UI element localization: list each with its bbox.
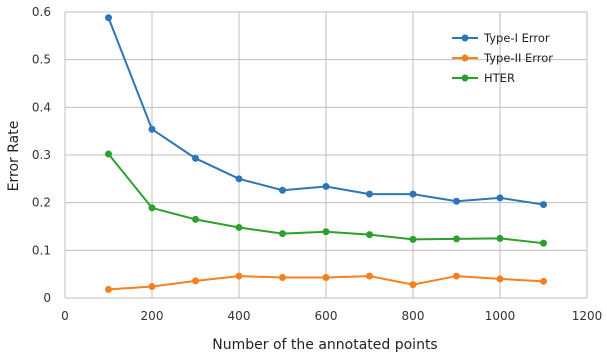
x-tick-label: 200 (141, 309, 164, 323)
type-i-error-point (148, 125, 156, 133)
type-ii-error-point (453, 272, 460, 280)
y-tick-label: 0.2 (32, 196, 51, 210)
type-ii-error-point (279, 274, 286, 282)
x-axis-title: Number of the annotated points (212, 337, 437, 353)
y-tick-label: 0 (43, 291, 51, 305)
type-i-error-point (409, 190, 417, 198)
x-tick-label: 800 (402, 309, 425, 323)
hter-point (366, 231, 373, 239)
legend-marker-hter (461, 74, 469, 82)
legend-label-type-i-error: Type-I Error (483, 31, 550, 45)
x-tick-labels: 0 200 400 600 800 1000 1200 (61, 309, 602, 323)
hter-point (148, 204, 156, 212)
legend-marker-type-i-error (461, 34, 469, 42)
y-tick-label: 0.5 (32, 53, 51, 67)
type-ii-error-point (366, 272, 373, 280)
type-i-error-point (453, 197, 460, 205)
type-i-error-point (496, 194, 504, 202)
type-ii-error-point (192, 277, 199, 285)
x-tick-label: 1000 (485, 309, 516, 323)
x-tick-label: 1200 (572, 309, 603, 323)
type-ii-error-point (235, 272, 243, 280)
hter-point (192, 215, 199, 223)
type-ii-error-point (322, 274, 330, 282)
type-i-error-point (192, 154, 199, 162)
legend-marker-type-ii-error (461, 54, 469, 62)
type-i-error-point (540, 201, 547, 209)
x-tick-label: 600 (315, 309, 338, 323)
type-i-error-point (235, 175, 243, 183)
type-ii-error-point (496, 275, 504, 283)
legend: Type-I Error Type-II Error HTER (452, 31, 553, 85)
type-ii-error-point (148, 283, 156, 291)
y-tick-label: 0.6 (32, 5, 51, 19)
hter-point (540, 239, 547, 247)
type-i-error-point (366, 190, 373, 198)
hter-point (496, 234, 504, 242)
x-tick-label: 0 (61, 309, 69, 323)
type-i-error-point (105, 14, 112, 22)
hter-point (409, 235, 417, 243)
x-tick-label: 400 (228, 309, 251, 323)
type-ii-error-point (409, 281, 417, 289)
type-i-error-point (279, 186, 286, 194)
hter-point (453, 235, 460, 243)
legend-label-type-ii-error: Type-II Error (483, 51, 553, 65)
grid-lines (64, 11, 588, 299)
y-tick-label: 0.4 (32, 100, 51, 114)
y-tick-labels: 0 0.1 0.2 0.3 0.4 0.5 0.6 (32, 5, 51, 305)
type-i-error-point (322, 182, 330, 190)
y-axis-title: Error Rate (6, 121, 22, 192)
y-tick-label: 0.1 (32, 243, 51, 257)
legend-label-hter: HTER (484, 71, 515, 85)
hter-point (279, 230, 286, 238)
hter-point (105, 150, 112, 158)
type-ii-error-point (540, 277, 547, 285)
y-tick-label: 0.3 (32, 148, 51, 162)
type-ii-error-point (105, 285, 112, 293)
series-group (105, 14, 547, 293)
hter-point (322, 228, 330, 236)
hter-point (235, 223, 243, 231)
